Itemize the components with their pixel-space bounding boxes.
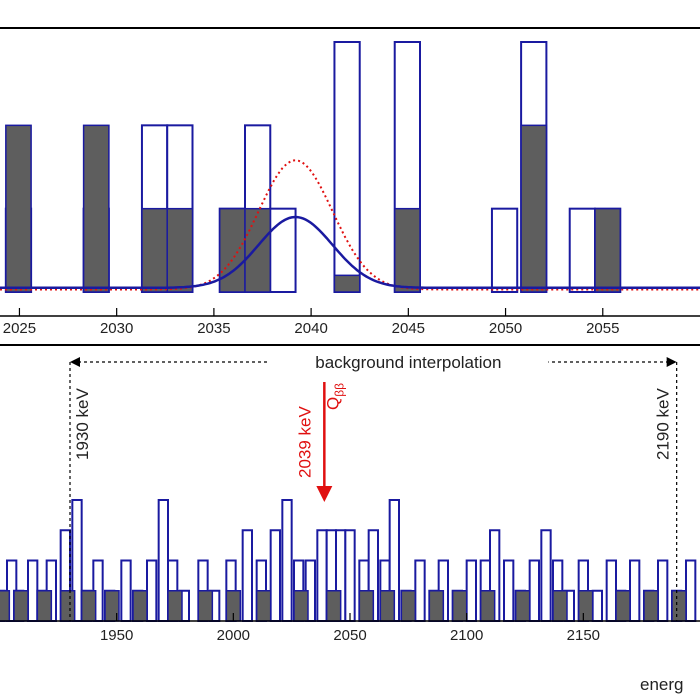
fit-curve-blue (0, 215, 700, 290)
bottom-bar-filled (325, 590, 342, 622)
top-bar-filled (166, 207, 194, 293)
bottom-bar-filled (451, 590, 468, 622)
bottom-bar-filled (552, 590, 568, 622)
top-x-tick-label: 2045 (392, 320, 425, 337)
top-bars-filled (5, 124, 622, 293)
bottom-bar-filled (643, 590, 659, 622)
top-x-ticks: 2025 2030 2035 2040 2045 2050 2055 (3, 308, 619, 337)
bottom-bar-open (157, 499, 170, 622)
bottom-bar-filled (400, 590, 417, 622)
bottom-bar-filled (197, 590, 214, 622)
bottom-bar-filled (80, 590, 97, 622)
top-bar-open (568, 207, 597, 294)
bottom-bar-filled (167, 590, 183, 622)
bottom-bar-filled (615, 590, 631, 622)
bottom-x-tick-label: 2000 (217, 627, 250, 644)
q-symbol-label: Qββ (323, 383, 346, 410)
top-panel: 2025 2030 2035 2040 2045 2050 2055 (0, 27, 700, 337)
bottom-bar-open (281, 499, 293, 622)
bottom-bar-open (605, 559, 618, 622)
bottom-x-tick-label: 2100 (450, 627, 483, 644)
bottom-bar-filled (358, 590, 375, 622)
bottom-bar-open (241, 529, 254, 622)
bottom-bar-open (629, 559, 641, 622)
bottom-bar-open (146, 559, 158, 622)
bottom-bar-filled (293, 590, 309, 622)
top-bar-filled (218, 207, 246, 293)
bottom-bar-filled (577, 590, 594, 622)
bottom-bar-open (465, 559, 477, 622)
background-interpolation-label: background interpolation (315, 353, 501, 372)
bottom-panel: 1950 2000 2050 2100 2150 background interpol… (0, 344, 700, 694)
top-x-tick-label: 2035 (197, 320, 230, 337)
bottom-bar-filled (379, 590, 396, 622)
top-bar-filled (5, 124, 32, 293)
q-value-label: 2039 keV (295, 406, 314, 478)
bottom-bar-open (316, 529, 328, 622)
q-value-arrow-head (316, 486, 333, 502)
bottom-x-ticks: 1950 2000 2050 2100 2150 (100, 613, 600, 644)
bottom-bar-open (269, 529, 281, 622)
bottom-bar-filled (0, 590, 11, 622)
left-edge-label: 1930 keV (73, 388, 92, 460)
bottom-bar-filled (255, 590, 272, 622)
bottom-bar-open (657, 559, 669, 622)
q-symbol: Q (323, 397, 342, 410)
bottom-bar-filled (671, 590, 687, 622)
bottom-bar-filled (479, 590, 496, 622)
top-x-tick-label: 2025 (3, 320, 36, 337)
top-x-tick-label: 2050 (489, 320, 522, 337)
q-subscript: ββ (332, 383, 346, 397)
bottom-bar-open (685, 559, 697, 622)
right-edge-label: 2190 keV (654, 388, 673, 460)
signal-curve-red (0, 159, 700, 291)
top-x-tick-label: 2040 (294, 320, 327, 337)
bottom-x-tick-label: 2150 (567, 627, 600, 644)
bg-arrow-right-head (666, 357, 677, 367)
bottom-x-tick-label: 2050 (333, 627, 366, 644)
bottom-bar-filled (13, 590, 29, 622)
top-bar-filled (333, 274, 361, 293)
bottom-bar-filled (514, 590, 531, 622)
bottom-bars-filled (0, 590, 687, 622)
top-bar-filled (82, 124, 110, 293)
top-bar-filled (244, 207, 272, 293)
bottom-bar-filled (428, 590, 445, 622)
x-axis-label: energ (640, 675, 683, 694)
bottom-bar-open (414, 559, 426, 622)
bottom-x-tick-label: 1950 (100, 627, 133, 644)
bottom-bar-open (27, 559, 39, 622)
bottom-bar-open (591, 589, 604, 622)
bottom-bar-open (503, 559, 515, 622)
bottom-bar-open (528, 559, 541, 622)
top-bar-filled (141, 207, 168, 293)
bg-label-background (268, 351, 549, 373)
bottom-bar-filled (36, 590, 53, 622)
bottom-bar-filled (132, 590, 148, 622)
bg-arrow-left-head (70, 357, 80, 367)
bottom-bar-open (540, 529, 552, 622)
top-x-tick-label: 2055 (586, 320, 619, 337)
top-bar-open (490, 207, 519, 294)
top-bar-filled (520, 124, 548, 293)
top-bar-filled (594, 207, 622, 293)
top-x-tick-label: 2030 (100, 320, 133, 337)
bottom-bar-filled (59, 590, 76, 622)
top-bar-filled (393, 207, 421, 293)
bottom-bar-open (120, 559, 132, 622)
bottom-bar-open (344, 529, 356, 622)
